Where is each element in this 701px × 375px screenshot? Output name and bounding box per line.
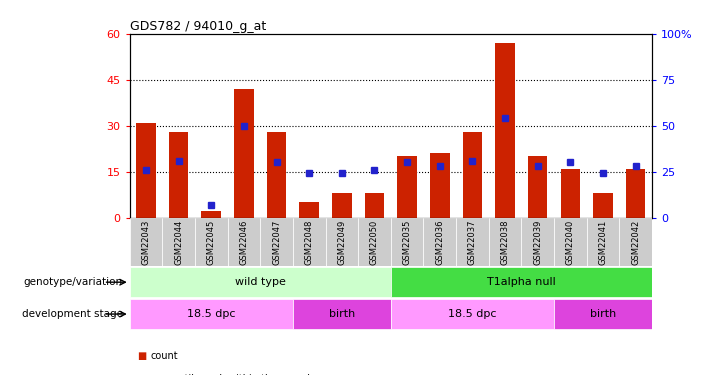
Text: genotype/variation: genotype/variation <box>24 277 123 287</box>
Text: GSM22045: GSM22045 <box>207 220 216 265</box>
Bar <box>496 43 515 218</box>
Bar <box>130 217 163 266</box>
Bar <box>522 217 554 266</box>
Bar <box>365 193 384 217</box>
Text: GSM22037: GSM22037 <box>468 220 477 266</box>
Bar <box>358 217 391 266</box>
Text: GSM22044: GSM22044 <box>174 220 183 265</box>
Bar <box>528 156 547 218</box>
Bar <box>619 217 652 266</box>
Bar <box>456 217 489 266</box>
Bar <box>130 267 391 297</box>
Text: 18.5 dpc: 18.5 dpc <box>187 309 236 319</box>
Text: percentile rank within the sample: percentile rank within the sample <box>151 374 315 375</box>
Text: GSM22047: GSM22047 <box>272 220 281 266</box>
Bar <box>332 193 352 217</box>
Bar <box>391 217 423 266</box>
Bar <box>136 123 156 218</box>
Text: GSM22048: GSM22048 <box>305 220 314 266</box>
Bar <box>554 217 587 266</box>
Text: GSM22036: GSM22036 <box>435 220 444 266</box>
Bar <box>130 299 293 329</box>
Text: T1alpha null: T1alpha null <box>487 277 556 287</box>
Bar <box>489 217 522 266</box>
Bar <box>293 299 391 329</box>
Bar <box>391 299 554 329</box>
Text: 18.5 dpc: 18.5 dpc <box>448 309 496 319</box>
Bar <box>299 202 319 217</box>
Bar <box>561 168 580 217</box>
Bar <box>593 193 613 217</box>
Bar <box>163 217 195 266</box>
Text: GSM22049: GSM22049 <box>337 220 346 265</box>
Text: GSM22043: GSM22043 <box>142 220 151 266</box>
Text: count: count <box>151 351 178 361</box>
Bar <box>260 217 293 266</box>
Text: birth: birth <box>590 309 616 319</box>
Text: birth: birth <box>329 309 355 319</box>
Text: GSM22046: GSM22046 <box>240 220 248 266</box>
Text: ■: ■ <box>137 351 146 361</box>
Bar <box>267 132 287 218</box>
Text: GSM22038: GSM22038 <box>501 220 510 266</box>
Bar <box>234 89 254 218</box>
Text: GSM22041: GSM22041 <box>599 220 608 265</box>
Text: development stage: development stage <box>22 309 123 319</box>
Bar <box>430 153 449 218</box>
Bar <box>201 211 221 217</box>
Text: GSM22035: GSM22035 <box>402 220 411 266</box>
Bar <box>228 217 260 266</box>
Bar <box>195 217 228 266</box>
Bar <box>293 217 325 266</box>
Text: GSM22042: GSM22042 <box>631 220 640 265</box>
Text: GDS782 / 94010_g_at: GDS782 / 94010_g_at <box>130 20 266 33</box>
Bar <box>423 217 456 266</box>
Text: GSM22040: GSM22040 <box>566 220 575 265</box>
Text: ■: ■ <box>137 374 146 375</box>
Bar <box>397 156 417 218</box>
Text: GSM22039: GSM22039 <box>533 220 542 266</box>
Bar <box>325 217 358 266</box>
Bar <box>587 217 619 266</box>
Bar <box>391 267 652 297</box>
Bar <box>169 132 189 218</box>
Text: wild type: wild type <box>235 277 286 287</box>
Text: GSM22050: GSM22050 <box>370 220 379 265</box>
Bar <box>463 132 482 218</box>
Bar <box>626 168 646 217</box>
Bar <box>554 299 652 329</box>
